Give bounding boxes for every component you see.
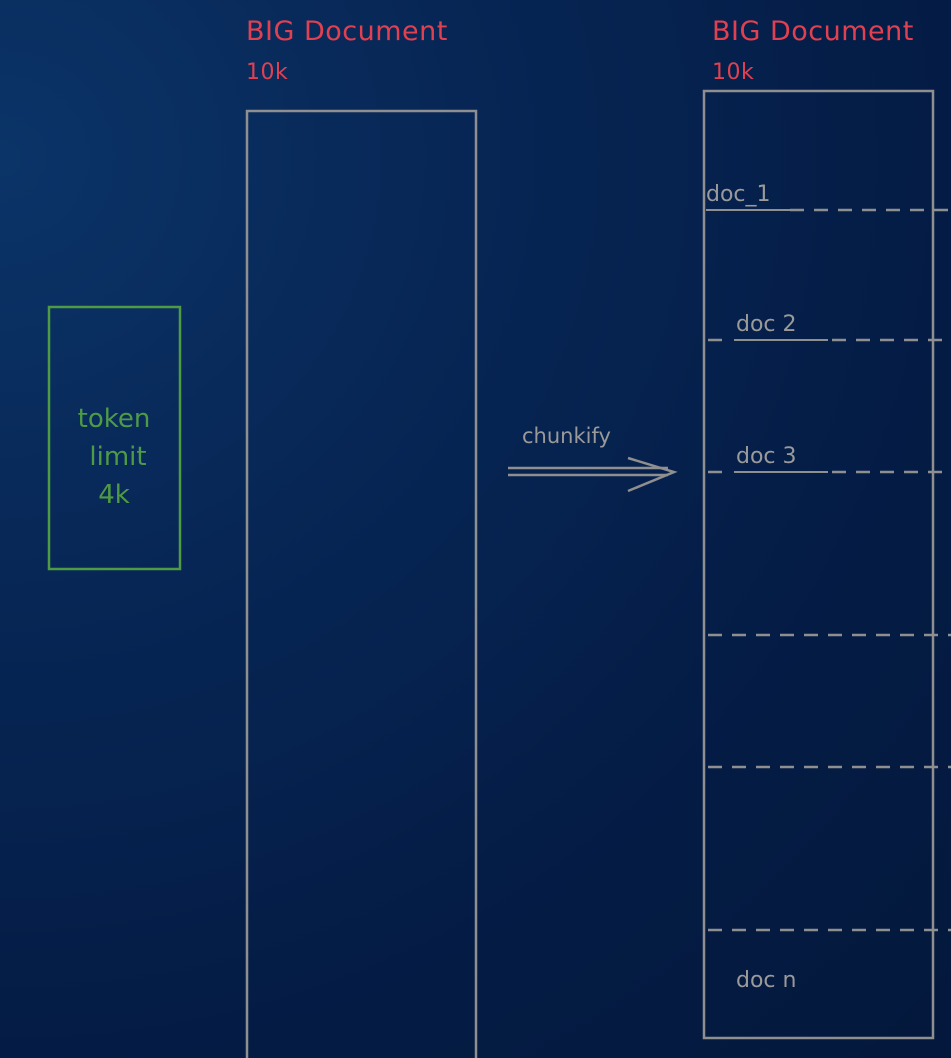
- right-document-title: BIG Document: [712, 16, 914, 47]
- token-limit-line: 4k: [98, 480, 130, 510]
- chunk-label-doc-1: doc_1: [706, 182, 771, 207]
- token-limit-line: token: [77, 404, 151, 434]
- token-limit-label: token limit 4k: [48, 400, 184, 514]
- chunk-label-doc-n: doc n: [736, 968, 797, 993]
- chunk-label-doc-2: doc 2: [736, 312, 797, 337]
- left-document-size: 10k: [246, 60, 289, 85]
- chunk-dividers: [708, 208, 951, 932]
- right-document-size: 10k: [712, 60, 755, 85]
- chunk-label-doc-3: doc 3: [736, 444, 797, 469]
- left-document-title: BIG Document: [246, 16, 448, 47]
- token-limit-box: [47, 305, 182, 571]
- chunkify-arrow: [508, 456, 678, 493]
- chunkify-label: chunkify: [522, 424, 611, 448]
- right-document-box: [702, 89, 935, 1040]
- left-document-box: [245, 109, 478, 1058]
- token-limit-line: limit: [89, 442, 147, 472]
